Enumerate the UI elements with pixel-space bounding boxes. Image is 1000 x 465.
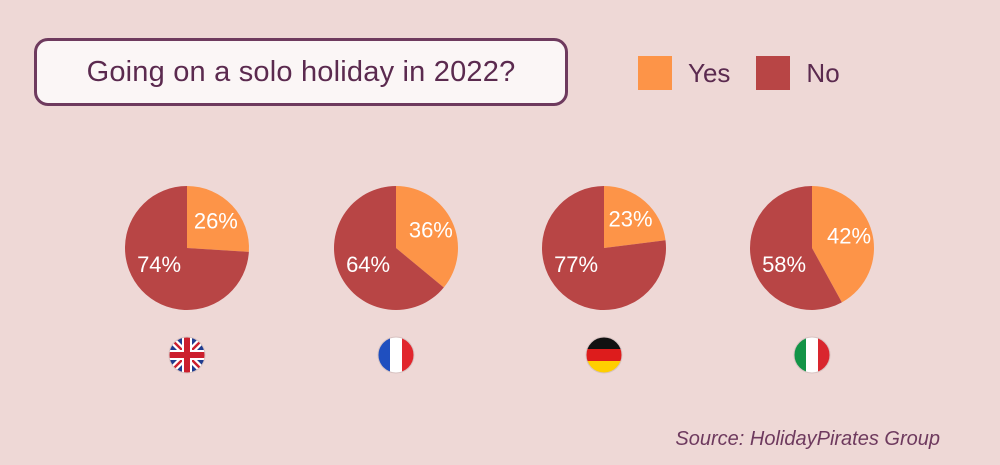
pie-label-france-no: 64% xyxy=(346,252,390,277)
pie-label-germany-no: 77% xyxy=(554,252,598,277)
legend-label-no: No xyxy=(806,57,840,88)
legend-label-yes: Yes xyxy=(688,57,731,88)
france-flag-icon xyxy=(378,337,414,373)
pie-slice-italy-yes xyxy=(812,186,874,303)
legend: Yes No xyxy=(638,56,866,90)
flag-border xyxy=(168,336,206,374)
pie-label-france-yes: 36% xyxy=(409,217,453,242)
legend-swatch-no xyxy=(756,56,791,90)
pie-slice-united-kingdom-yes xyxy=(187,186,249,252)
pie-slice-germany-no xyxy=(542,186,666,311)
uk-flag-icon xyxy=(169,337,205,373)
chart-title: Going on a solo holiday in 2022? xyxy=(86,55,516,88)
source-note: Source: HolidayPirates Group xyxy=(675,428,940,450)
pie-label-united-kingdom-yes: 26% xyxy=(194,209,238,234)
pie-label-germany-yes: 23% xyxy=(609,206,653,231)
pie-slice-france-yes xyxy=(396,186,458,288)
legend-item-no: No xyxy=(756,56,840,90)
pie-label-united-kingdom-no: 74% xyxy=(137,252,181,277)
flag-border xyxy=(793,336,831,374)
germany-flag-icon xyxy=(586,337,622,373)
pie-label-italy-yes: 42% xyxy=(827,224,871,249)
pie-slice-united-kingdom-no xyxy=(124,186,249,310)
pie-label-italy-no: 58% xyxy=(762,252,806,277)
chart-title-box: Going on a solo holiday in 2022? xyxy=(34,38,568,106)
pie-slice-france-no xyxy=(334,186,444,310)
legend-swatch-yes xyxy=(638,56,672,90)
legend-item-yes: Yes xyxy=(638,56,730,90)
flag-border xyxy=(585,336,623,374)
italy-flag-icon xyxy=(794,337,830,373)
flag-border xyxy=(377,336,415,374)
pie-slice-italy-no xyxy=(749,186,842,311)
pie-slice-germany-yes xyxy=(604,186,666,248)
